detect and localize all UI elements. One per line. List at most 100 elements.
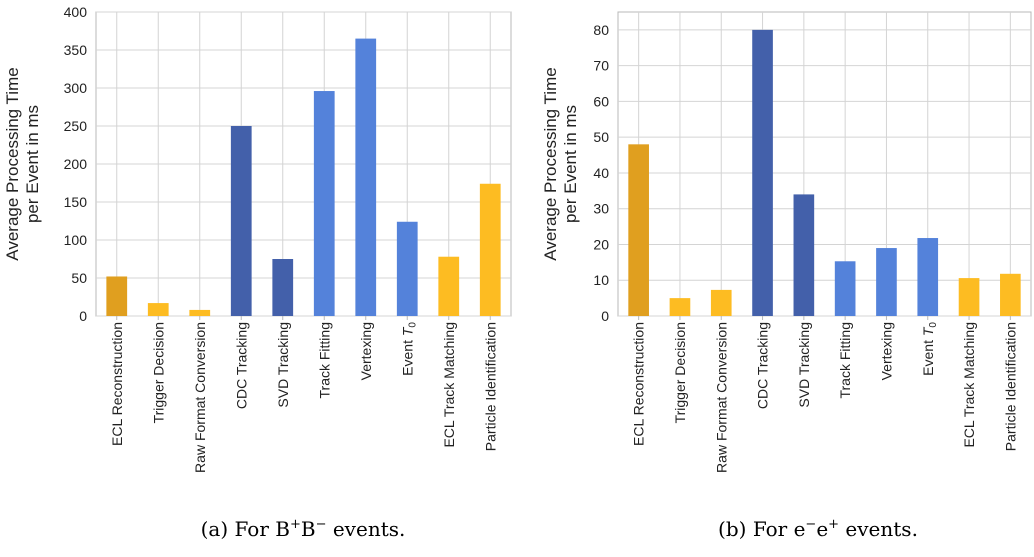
caption-text: (a) For — [201, 517, 276, 541]
x-tick-label: ECL Reconstruction — [109, 322, 125, 446]
caption-particle: e — [816, 517, 828, 541]
x-tick-label-text: Trigger Decision — [672, 322, 688, 423]
caption-text: events. — [326, 517, 405, 541]
x-tick-label-text: SVD Tracking — [796, 322, 812, 408]
bar — [710, 289, 732, 316]
caption-superscript: + — [290, 517, 301, 532]
y-tick-label: 80 — [593, 22, 609, 38]
x-tick-label-text: Vertexing — [878, 322, 894, 380]
x-tick-label: CDC Tracking — [755, 322, 771, 409]
y-tick-label: 250 — [64, 118, 88, 134]
y-tick-label: 0 — [79, 308, 87, 324]
x-tick-label-text: Raw Format Conversion — [713, 322, 729, 473]
x-tick-label: Particle Identification — [482, 322, 498, 451]
bar — [793, 194, 815, 316]
x-tick-label-text: Particle Identification — [482, 322, 498, 451]
y-tick-label: 300 — [64, 80, 88, 96]
y-axis-title: Average Processing Timeper Event in ms — [3, 67, 42, 260]
x-tick-label-text: Trigger Decision — [150, 322, 166, 423]
x-tick-label-text: SVD Tracking — [275, 322, 291, 408]
caption-particle: B — [275, 517, 290, 541]
chart-panel-0: 0 50 100 150 200 250 300 350 400 ECL Reconstructi… — [3, 4, 512, 541]
x-tick-label: SVD Tracking — [275, 322, 291, 408]
y-tick-label: 70 — [593, 58, 609, 74]
y-tick-label: 100 — [64, 232, 88, 248]
x-tick-label: Trigger Decision — [672, 322, 688, 423]
y-axis-title-line: Average Processing Time — [3, 67, 22, 260]
x-tick-label-text: ECL Track Matching — [961, 322, 977, 448]
x-tick-label: Raw Format Conversion — [192, 322, 208, 473]
caption-text: (b) For — [718, 517, 794, 541]
bar — [147, 303, 169, 316]
x-tick-label: Vertexing — [878, 322, 894, 380]
figure-caption: (a) For B+B− events. — [201, 517, 406, 541]
x-tick-label: ECL Reconstruction — [631, 322, 647, 446]
y-axis-title-line: per Event in ms — [23, 105, 42, 223]
x-tick-label-text: Particle Identification — [1002, 322, 1018, 451]
x-tick-label: Track Fitting — [837, 322, 853, 399]
bar — [479, 183, 501, 316]
y-tick-label: 400 — [64, 4, 88, 20]
x-tick-label-italic: T — [399, 326, 415, 336]
x-tick-label-text: Event — [920, 336, 936, 376]
caption-superscript: − — [805, 517, 816, 532]
x-tick-label: Track Fitting — [316, 322, 332, 399]
bar — [669, 298, 691, 316]
x-tick-label: Vertexing — [358, 322, 374, 380]
bar — [628, 144, 649, 316]
x-tick-label-text: Track Fitting — [837, 322, 853, 399]
bar — [230, 126, 252, 316]
x-tick-label-text: ECL Track Matching — [441, 322, 457, 448]
bar — [438, 256, 460, 316]
x-tick-label: Event T0 — [920, 322, 939, 376]
x-tick-label: SVD Tracking — [796, 322, 812, 408]
caption-particle: e — [794, 517, 806, 541]
x-tick-label: Event T0 — [399, 322, 418, 376]
y-tick-label: 0 — [601, 308, 609, 324]
x-tick-label-subscript: 0 — [407, 322, 418, 328]
x-tick-label-text: Event — [399, 336, 415, 376]
bar — [189, 309, 211, 316]
y-tick-label: 20 — [593, 236, 609, 252]
x-tick-label-text: CDC Tracking — [755, 322, 771, 409]
y-tick-label: 50 — [593, 129, 609, 145]
bar — [834, 261, 856, 316]
x-tick-label: Particle Identification — [1002, 322, 1018, 451]
bar — [106, 276, 128, 316]
y-tick-label: 150 — [64, 194, 88, 210]
bar — [958, 278, 980, 316]
chart-panel-1: 0 10 20 30 40 50 60 70 80 ECL Reconstruction Trigg… — [541, 11, 1032, 541]
bar — [355, 38, 377, 316]
bar — [876, 248, 897, 316]
figure-caption: (b) For e−e+ events. — [718, 517, 918, 541]
y-tick-label: 10 — [593, 272, 609, 288]
bar — [752, 29, 773, 316]
x-tick-label: Trigger Decision — [150, 322, 166, 423]
y-axis-title-line: per Event in ms — [561, 105, 580, 223]
bar — [272, 259, 294, 316]
x-tick-label-italic: T — [920, 326, 936, 336]
caption-superscript: − — [316, 517, 327, 532]
y-tick-label: 60 — [593, 93, 609, 109]
y-tick-label: 30 — [593, 201, 609, 217]
x-tick-label-text: Vertexing — [358, 322, 374, 380]
x-tick-label: Raw Format Conversion — [713, 322, 729, 473]
caption-particle: B — [301, 517, 316, 541]
x-tick-label-subscript: 0 — [928, 322, 939, 328]
bar — [1000, 273, 1021, 316]
caption-superscript: + — [828, 517, 839, 532]
x-tick-label-text: CDC Tracking — [233, 322, 249, 409]
y-axis-title: Average Processing Timeper Event in ms — [541, 67, 580, 260]
bar — [396, 221, 418, 316]
x-tick-label-text: ECL Reconstruction — [109, 322, 125, 446]
bar — [917, 238, 939, 316]
y-axis-title-line: Average Processing Time — [541, 67, 560, 260]
x-tick-label: CDC Tracking — [233, 322, 249, 409]
caption-text: events. — [839, 517, 918, 541]
y-tick-label: 50 — [71, 270, 87, 286]
y-tick-label: 40 — [593, 165, 609, 181]
x-tick-label-text: Track Fitting — [316, 322, 332, 399]
x-tick-label: ECL Track Matching — [961, 322, 977, 448]
x-tick-label-text: ECL Reconstruction — [631, 322, 647, 446]
